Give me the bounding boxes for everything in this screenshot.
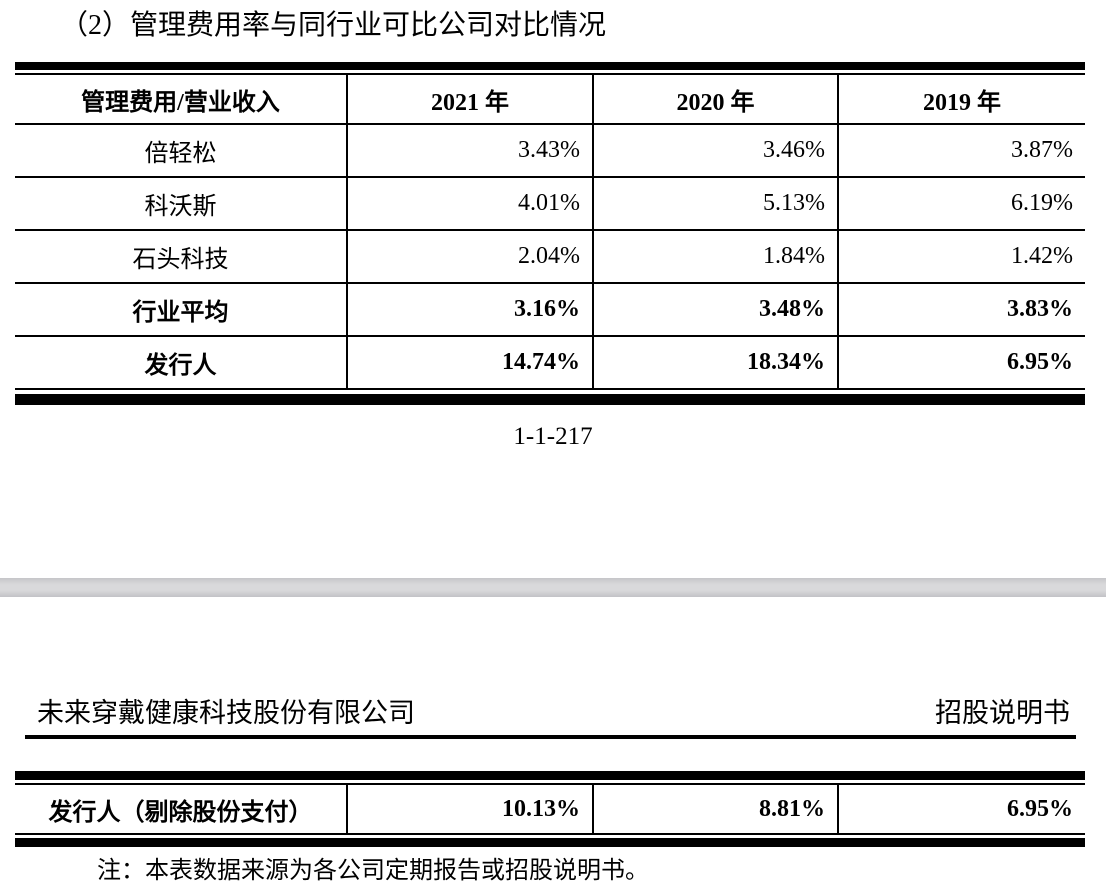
table-source-note: 注：本表数据来源为各公司定期报告或招股说明书。: [97, 858, 649, 884]
running-header: 未来穿戴健康科技股份有限公司 招股说明书: [37, 697, 1070, 729]
table-row-roborock: 石头科技 2.04% 1.84% 1.42%: [15, 229, 1085, 283]
row-label: 倍轻松: [15, 123, 347, 177]
value-2019: 6.19%: [837, 176, 1085, 230]
header-year-2019: 2019 年: [837, 75, 1085, 124]
table-row-issuer: 发行人 14.74% 18.34% 6.95%: [15, 335, 1085, 388]
table-row-breo: 倍轻松 3.43% 3.46% 3.87%: [15, 123, 1085, 177]
value-2021: 2.04%: [346, 229, 593, 283]
table-header-row: 管理费用/营业收入 2021 年 2020 年 2019 年: [15, 75, 1085, 124]
value-2019: 6.95%: [837, 335, 1085, 388]
row-label: 科沃斯: [15, 176, 347, 230]
value-2019: 3.83%: [837, 282, 1085, 336]
row-label: 行业平均: [15, 282, 347, 336]
table-row-ecovacs: 科沃斯 4.01% 5.13% 6.19%: [15, 176, 1085, 230]
row-label: 发行人（剔除股份支付）: [48, 799, 313, 826]
management-expense-comparison-table: 管理费用/营业收入 2021 年 2020 年 2019 年 倍轻松 3.43%…: [15, 62, 1085, 405]
header-year-2021: 2021 年: [346, 75, 593, 124]
value-2021: 14.74%: [346, 335, 593, 388]
document-type-label: 招股说明书: [935, 698, 1070, 728]
row-label: 石头科技: [15, 229, 347, 283]
value-2020: 8.81%: [592, 785, 838, 833]
header-rule: [25, 735, 1076, 739]
page-separator-band: [0, 578, 1106, 597]
value-2021: 3.43%: [346, 123, 593, 177]
header-metric: 管理费用/营业收入: [81, 89, 280, 116]
table-row-industry-average: 行业平均 3.16% 3.48% 3.83%: [15, 282, 1085, 336]
value-2019: 6.95%: [837, 785, 1085, 833]
value-2021: 4.01%: [346, 176, 593, 230]
table-border-inner: 管理费用/营业收入 2021 年 2020 年 2019 年 倍轻松 3.43%…: [15, 73, 1085, 390]
value-2021: 10.13%: [346, 785, 593, 833]
section-heading: （2）管理费用率与同行业可比公司对比情况: [60, 10, 607, 41]
table-border-inner: 发行人（剔除股份支付） 10.13% 8.81% 6.95%: [15, 783, 1085, 835]
value-2019: 3.87%: [837, 123, 1085, 177]
continuation-table: 发行人（剔除股份支付） 10.13% 8.81% 6.95%: [15, 771, 1085, 847]
header-year-2020: 2020 年: [592, 75, 838, 124]
value-2020: 1.84%: [592, 229, 838, 283]
row-label: 发行人: [15, 335, 347, 388]
value-2020: 3.46%: [592, 123, 838, 177]
value-2020: 3.48%: [592, 282, 838, 336]
value-2021: 3.16%: [346, 282, 593, 336]
table-row-issuer-ex-share-payment: 发行人（剔除股份支付） 10.13% 8.81% 6.95%: [15, 785, 1085, 833]
value-2020: 18.34%: [592, 335, 838, 388]
page-number: 1-1-217: [513, 423, 593, 450]
company-name: 未来穿戴健康科技股份有限公司: [37, 698, 415, 728]
value-2020: 5.13%: [592, 176, 838, 230]
value-2019: 1.42%: [837, 229, 1085, 283]
